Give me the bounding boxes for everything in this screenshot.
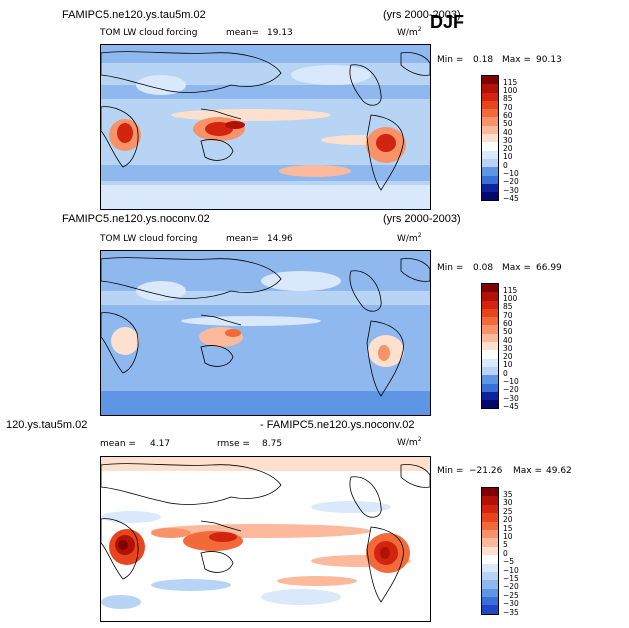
panel2-cbar-label: 70 [503, 311, 513, 320]
panel2-units: W/m2 [397, 232, 422, 244]
panel1-colorbar [481, 75, 499, 201]
panel3-min-label: Min = [437, 466, 464, 476]
panel3-cbar-label: 10 [503, 532, 513, 541]
panel3-cbar-label: −20 [503, 582, 519, 591]
panel2-min-label: Min = [437, 263, 464, 273]
panel2-cbar-label: 60 [503, 319, 513, 328]
panel1-max-label: Max = [502, 55, 532, 65]
panel3-mean-label: mean = [100, 439, 136, 449]
panel2-min-value: 0.08 [473, 263, 494, 273]
panel2-map-svg [101, 251, 430, 415]
panel2-variable: TOM LW cloud forcing [100, 234, 198, 244]
panel1-years: (yrs 2000-2003) [383, 9, 461, 21]
panel3-cbar-label: −30 [503, 599, 519, 608]
panel1-max-value: 90.13 [536, 55, 562, 65]
panel1-cbar-label: 30 [503, 136, 513, 145]
panel3-map-svg [101, 457, 430, 621]
panel1-min-value: 0.18 [473, 55, 494, 65]
panel2-cbar-label: 0 [503, 369, 508, 378]
panel2-cbar-label: 50 [503, 327, 513, 336]
panel3-case-title-right: - FAMIPC5.ne120.ys.noconv.02 [260, 419, 415, 431]
panel1-cbar-label: 50 [503, 119, 513, 128]
panel1-cbar-label: 60 [503, 111, 513, 120]
panel2-colorbar [481, 283, 499, 409]
panel1-case-title: FAMIPC5.ne120.ys.tau5m.02 [62, 9, 206, 21]
panel3-cbar-label: −10 [503, 566, 519, 575]
panel3-colorbar [481, 487, 499, 615]
panel1-cbar-label: −45 [503, 194, 519, 203]
panel2-mean-value: 14.96 [267, 234, 293, 244]
panel3-cbar-label: 0 [503, 549, 508, 558]
panel1-map [100, 44, 431, 210]
panel3-max-label: Max = [513, 466, 543, 476]
panel2-case-title: FAMIPC5.ne120.ys.noconv.02 [62, 213, 210, 225]
panel1-units: W/m2 [397, 26, 422, 38]
panel3-cbar-label: 15 [503, 524, 513, 533]
panel2-cbar-label: 100 [503, 294, 518, 303]
panel3-rmse-label: rmse = [217, 439, 250, 449]
panel3-cbar-label: −25 [503, 591, 519, 600]
panel2-map [100, 250, 431, 416]
panel1-cbar-label: 85 [503, 94, 513, 103]
panel2-cbar-label: −10 [503, 377, 519, 386]
panel2-cbar-label: 40 [503, 336, 513, 345]
panel3-cbar-label: −35 [503, 608, 519, 617]
panel2-years: (yrs 2000-2003) [383, 213, 461, 225]
panel3-mean-value: 4.17 [150, 439, 171, 449]
panel2-cbar-label: 20 [503, 352, 513, 361]
panel2-mean-label: mean= [226, 234, 260, 244]
panel3-cbar-label: 25 [503, 507, 513, 516]
panel1-cbar-label: 70 [503, 103, 513, 112]
panel2-cbar-label: 30 [503, 344, 513, 353]
season-label: DJF [430, 12, 465, 32]
panel1-cbar-label: 115 [503, 78, 518, 87]
panel1-cbar-label: 0 [503, 161, 508, 170]
panel3-cbar-label: 35 [503, 490, 513, 499]
panel3-max-value: 49.62 [546, 466, 572, 476]
panel3-cbar-label: 20 [503, 515, 513, 524]
panel3-min-value: −21.26 [469, 466, 503, 476]
panel1-cbar-label: −10 [503, 169, 519, 178]
panel2-max-label: Max = [502, 263, 532, 273]
panel2-cbar-label: −45 [503, 402, 519, 411]
panel1-cbar-label: 40 [503, 128, 513, 137]
panel1-mean-value: 19.13 [267, 28, 293, 38]
panel1-cbar-label: 20 [503, 144, 513, 153]
panel1-cbar-label: 100 [503, 86, 518, 95]
panel1-map-svg [101, 45, 430, 209]
panel3-cbar-label: −15 [503, 574, 519, 583]
panel3-map [100, 456, 431, 622]
panel2-cbar-label: 10 [503, 360, 513, 369]
panel3-cbar-label: −5 [503, 557, 515, 566]
panel2-cbar-label: 85 [503, 302, 513, 311]
panel3-cbar-label: 5 [503, 540, 508, 549]
panel1-cbar-label: 10 [503, 152, 513, 161]
panel1-cbar-label: −30 [503, 186, 519, 195]
panel3-cbar-label: 30 [503, 498, 513, 507]
panel2-max-value: 66.99 [536, 263, 562, 273]
panel2-cbar-label: −30 [503, 394, 519, 403]
panel1-mean-label: mean= [226, 28, 260, 38]
panel1-variable: TOM LW cloud forcing [100, 28, 198, 38]
panel2-cbar-label: −20 [503, 385, 519, 394]
panel1-min-label: Min = [437, 55, 464, 65]
panel1-cbar-label: −20 [503, 177, 519, 186]
panel2-cbar-label: 115 [503, 286, 518, 295]
panel3-units: W/m2 [397, 436, 422, 448]
panel3-rmse-value: 8.75 [262, 439, 283, 449]
panel3-case-title-left: 120.ys.tau5m.02 [6, 419, 88, 431]
